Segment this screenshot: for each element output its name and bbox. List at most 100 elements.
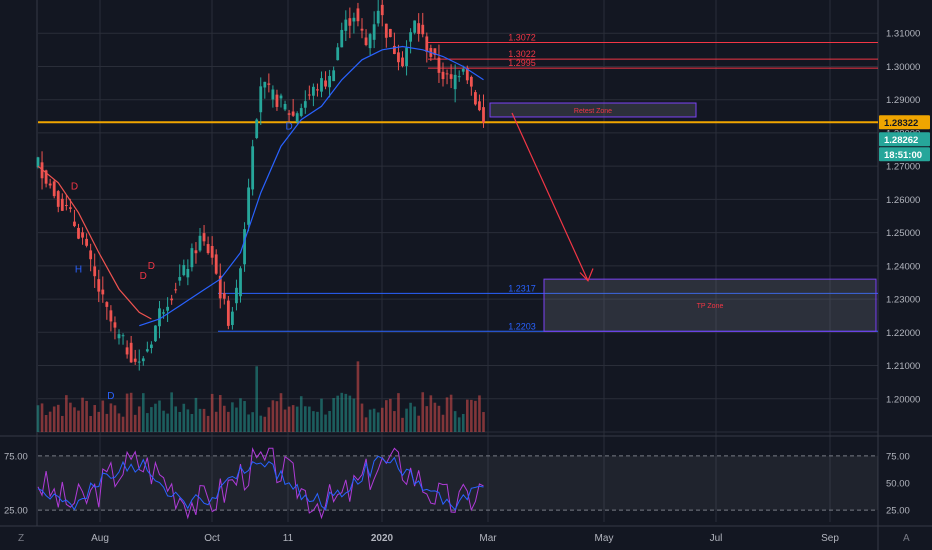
volume-bar xyxy=(478,395,481,432)
candle-body xyxy=(409,32,412,42)
volume-bar xyxy=(133,414,137,432)
candle-body xyxy=(364,37,368,46)
candle-body xyxy=(48,183,52,186)
candle-body xyxy=(182,265,186,276)
volume-bar xyxy=(295,406,299,432)
candle-body xyxy=(478,101,481,111)
candle-body xyxy=(218,275,222,299)
volume-bar xyxy=(364,417,368,432)
volume-bar xyxy=(194,397,198,432)
candle-body xyxy=(150,344,153,349)
volume-bar xyxy=(299,396,303,432)
price-tick-label: 1.31000 xyxy=(886,29,920,40)
time-tick-label: 2020 xyxy=(371,533,394,544)
volume-bar xyxy=(385,400,388,432)
candle-body xyxy=(267,83,271,85)
candle-body xyxy=(214,254,218,274)
candle-body xyxy=(474,92,477,105)
rsi-band xyxy=(38,455,878,511)
candle-body xyxy=(336,47,340,61)
time-tick-label: Oct xyxy=(204,533,220,544)
candle-body xyxy=(421,24,425,35)
countdown-badge: 18:51:00 xyxy=(884,150,922,161)
candle-body xyxy=(64,205,68,207)
candle-body xyxy=(129,342,133,363)
candle-body xyxy=(89,250,93,260)
volume-bar xyxy=(198,408,202,432)
time-tick-label: Sep xyxy=(821,533,839,544)
candle-body xyxy=(465,67,469,81)
candle-body xyxy=(457,76,461,78)
volume-bar xyxy=(417,415,420,432)
candle-body xyxy=(299,108,303,116)
candle-body xyxy=(162,312,165,314)
candle-body xyxy=(271,89,275,100)
candle-body xyxy=(388,28,392,38)
marker-label: D xyxy=(140,271,147,282)
volume-bar xyxy=(206,415,210,432)
rsi-pane[interactable]: 75.00 25.00 75.00 50.00 25.00 xyxy=(4,446,910,520)
volume-bar xyxy=(190,414,194,432)
price-tick-label: 1.25000 xyxy=(886,228,920,239)
candle-body xyxy=(178,277,182,281)
volume-bar xyxy=(137,406,141,432)
level-label: 1.3072 xyxy=(508,33,536,43)
volume-bar xyxy=(429,395,433,432)
level-label: 1.2203 xyxy=(508,321,536,331)
volume-bar xyxy=(453,411,457,432)
volume-bar xyxy=(150,407,153,432)
time-tick-label: Mar xyxy=(479,533,497,544)
volume-bar xyxy=(291,405,295,432)
price-tick-label: 1.27000 xyxy=(886,162,920,173)
volume-bar xyxy=(52,406,56,432)
volume-bar xyxy=(142,393,145,432)
volume-bar xyxy=(316,411,319,432)
last-price-badge-bg xyxy=(879,115,930,130)
volume-bar xyxy=(97,411,101,432)
candle-body xyxy=(372,24,376,40)
last-price-badge: 1.28322 xyxy=(884,118,918,129)
volume-bar xyxy=(433,402,437,432)
volume-bar xyxy=(267,407,271,432)
ma-line-red xyxy=(37,165,152,320)
scale-left-button[interactable]: Z xyxy=(18,533,24,544)
candle-body xyxy=(469,76,473,87)
time-axis[interactable]: Aug Oct 11 2020 Mar May Jul Sep xyxy=(91,533,839,544)
candle-body xyxy=(206,244,210,254)
volume-bar xyxy=(445,397,449,432)
volume-bar xyxy=(279,393,283,432)
candle-body xyxy=(360,28,364,31)
volume-bar xyxy=(65,395,68,432)
volume-bar xyxy=(210,393,214,432)
candle-body xyxy=(295,113,299,122)
candle-body xyxy=(190,248,194,268)
candle-body xyxy=(69,207,72,209)
volume-bar xyxy=(474,400,477,432)
volume-bar xyxy=(312,411,315,432)
candle-body xyxy=(380,4,384,16)
volume-bar xyxy=(287,406,291,432)
auto-scale-button[interactable]: A xyxy=(903,533,910,544)
volume-bar xyxy=(93,405,96,432)
level-label: 1.2317 xyxy=(508,283,536,293)
price-tick-label: 1.23000 xyxy=(886,295,920,306)
price-tick-label: 1.24000 xyxy=(886,261,920,272)
volume-bar xyxy=(259,415,263,432)
time-tick-label: Aug xyxy=(91,533,109,544)
volume-bar xyxy=(105,413,109,432)
price-axis[interactable]: 1.310001.300001.290001.280001.270001.260… xyxy=(886,29,920,406)
price-zones[interactable]: Retest Zone TP Zone xyxy=(489,102,877,332)
volume-bar xyxy=(113,405,117,432)
marker-label: D xyxy=(107,391,114,402)
projection-arrow[interactable] xyxy=(511,112,594,282)
volume-bar xyxy=(368,409,372,432)
volume-bar xyxy=(389,398,392,432)
volume-bar xyxy=(251,412,254,432)
volume-bar xyxy=(214,411,218,432)
candle-body xyxy=(307,94,311,96)
volume-bar xyxy=(376,412,380,432)
current-price-badge-bg xyxy=(879,132,930,147)
candle-body xyxy=(433,48,437,56)
